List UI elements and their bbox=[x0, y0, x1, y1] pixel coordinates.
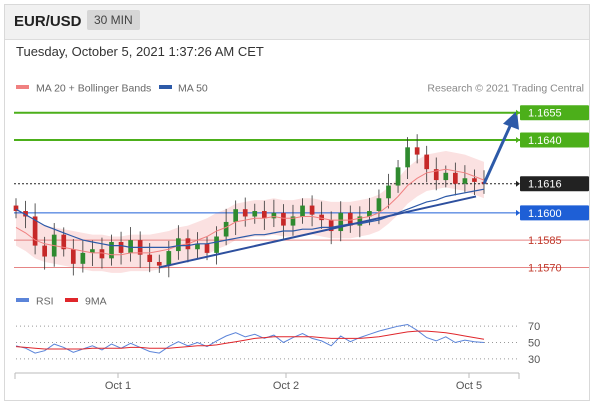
candle-body bbox=[99, 249, 105, 259]
candle-body bbox=[223, 221, 229, 237]
candle-body bbox=[204, 243, 210, 253]
chart-header: EUR/USD 30 MIN bbox=[5, 5, 589, 40]
candle-body bbox=[32, 216, 38, 246]
support-trendline bbox=[159, 195, 477, 269]
candle-body bbox=[233, 209, 239, 222]
credit-text: Research © 2021 Trading Central bbox=[427, 83, 584, 95]
rsi-ma9-line bbox=[15, 330, 485, 350]
candle-body bbox=[261, 211, 267, 219]
candle-body bbox=[472, 178, 477, 182]
candle-body bbox=[433, 169, 439, 181]
candle-body bbox=[386, 185, 391, 199]
candle-body bbox=[156, 261, 162, 266]
candle-body bbox=[281, 212, 286, 226]
target-arrow-head bbox=[503, 110, 519, 130]
ma50-legend-label: MA 50 bbox=[178, 83, 208, 95]
candle-body bbox=[271, 212, 277, 219]
candle-body bbox=[13, 205, 19, 212]
level-pointer-1-1655 bbox=[516, 109, 520, 116]
candle-body bbox=[90, 249, 95, 253]
rsi-tick-70: 70 bbox=[528, 321, 540, 333]
candle-body bbox=[23, 211, 28, 217]
chart-frame: EUR/USD 30 MIN Tuesday, October 5, 2021 … bbox=[4, 4, 590, 401]
candle-body bbox=[405, 147, 410, 168]
candle-body bbox=[166, 251, 172, 266]
candle-body bbox=[80, 252, 86, 264]
rsi-legend-swatch bbox=[16, 298, 29, 302]
candle-body bbox=[300, 205, 305, 217]
candle-body bbox=[61, 234, 67, 250]
level-label-1-1585: 1.1585 bbox=[528, 235, 562, 247]
level-label-1-1570: 1.1570 bbox=[528, 262, 562, 274]
level-pointer-1-1600 bbox=[516, 209, 520, 216]
level-label-1-1600: 1.1600 bbox=[528, 208, 562, 220]
bollinger-band-area bbox=[16, 150, 484, 273]
candle-body bbox=[462, 178, 468, 184]
ma9-legend-swatch bbox=[65, 298, 78, 302]
level-tag-1-1600 bbox=[520, 205, 589, 221]
candle-body bbox=[42, 245, 47, 257]
candle-body bbox=[214, 236, 219, 253]
ma9-legend-label: 9MA bbox=[85, 296, 107, 308]
chart-datetime: Tuesday, October 5, 2021 1:37:26 AM CET bbox=[16, 44, 264, 59]
candle-body bbox=[443, 172, 449, 181]
candle-body bbox=[309, 205, 315, 215]
timeframe-badge[interactable]: 30 MIN bbox=[87, 10, 140, 30]
target-arrow-shaft bbox=[482, 121, 514, 185]
candle-body bbox=[290, 216, 296, 226]
level-label-1-1616: 1.1616 bbox=[528, 179, 562, 191]
candle-body bbox=[70, 249, 76, 264]
candle-body bbox=[176, 238, 181, 252]
candle-body bbox=[118, 241, 124, 253]
candle-body bbox=[424, 154, 430, 170]
level-tag-1-1655 bbox=[520, 105, 589, 121]
rsi-line bbox=[15, 323, 485, 354]
level-label-1-1655: 1.1655 bbox=[528, 108, 562, 120]
candle-body bbox=[395, 167, 401, 186]
candle-body bbox=[328, 220, 334, 232]
candle-body bbox=[453, 172, 458, 184]
candle-body bbox=[338, 212, 344, 232]
rsi-tick-50: 50 bbox=[528, 338, 540, 350]
x-tick-label: Oct 1 bbox=[105, 380, 131, 392]
bollinger-band-fill bbox=[16, 150, 484, 273]
candle-body bbox=[357, 216, 363, 226]
ma20-legend-label: MA 20 + Bollinger Bands bbox=[36, 83, 151, 95]
candle-body bbox=[319, 214, 324, 221]
x-tick-label: Oct 5 bbox=[456, 380, 482, 392]
candle-body bbox=[128, 240, 133, 253]
rsi-legend-label: RSI bbox=[36, 296, 54, 308]
candle-body bbox=[414, 147, 420, 155]
level-tag-1-1616 bbox=[520, 176, 589, 192]
candle-body bbox=[347, 212, 353, 226]
x-tick-label: Oct 2 bbox=[273, 380, 299, 392]
candle-body bbox=[109, 241, 114, 259]
symbol-label: EUR/USD bbox=[14, 13, 82, 30]
level-tag-1-1640 bbox=[520, 132, 589, 148]
candle-body bbox=[252, 211, 258, 217]
level-pointer-1-1616 bbox=[516, 180, 520, 187]
ma50-legend-swatch bbox=[159, 85, 172, 89]
candle-body bbox=[376, 198, 382, 212]
ma50-line bbox=[15, 188, 485, 248]
candle-body bbox=[242, 209, 248, 217]
ma20-line bbox=[15, 168, 485, 256]
candle-body bbox=[367, 211, 372, 217]
level-label-1-1640: 1.1640 bbox=[528, 135, 562, 147]
level-pointer-1-1640 bbox=[516, 137, 520, 144]
candle-body bbox=[147, 254, 153, 262]
candle-body bbox=[195, 243, 200, 250]
ma20-legend-swatch bbox=[16, 85, 29, 89]
rsi-tick-30: 30 bbox=[528, 354, 540, 366]
